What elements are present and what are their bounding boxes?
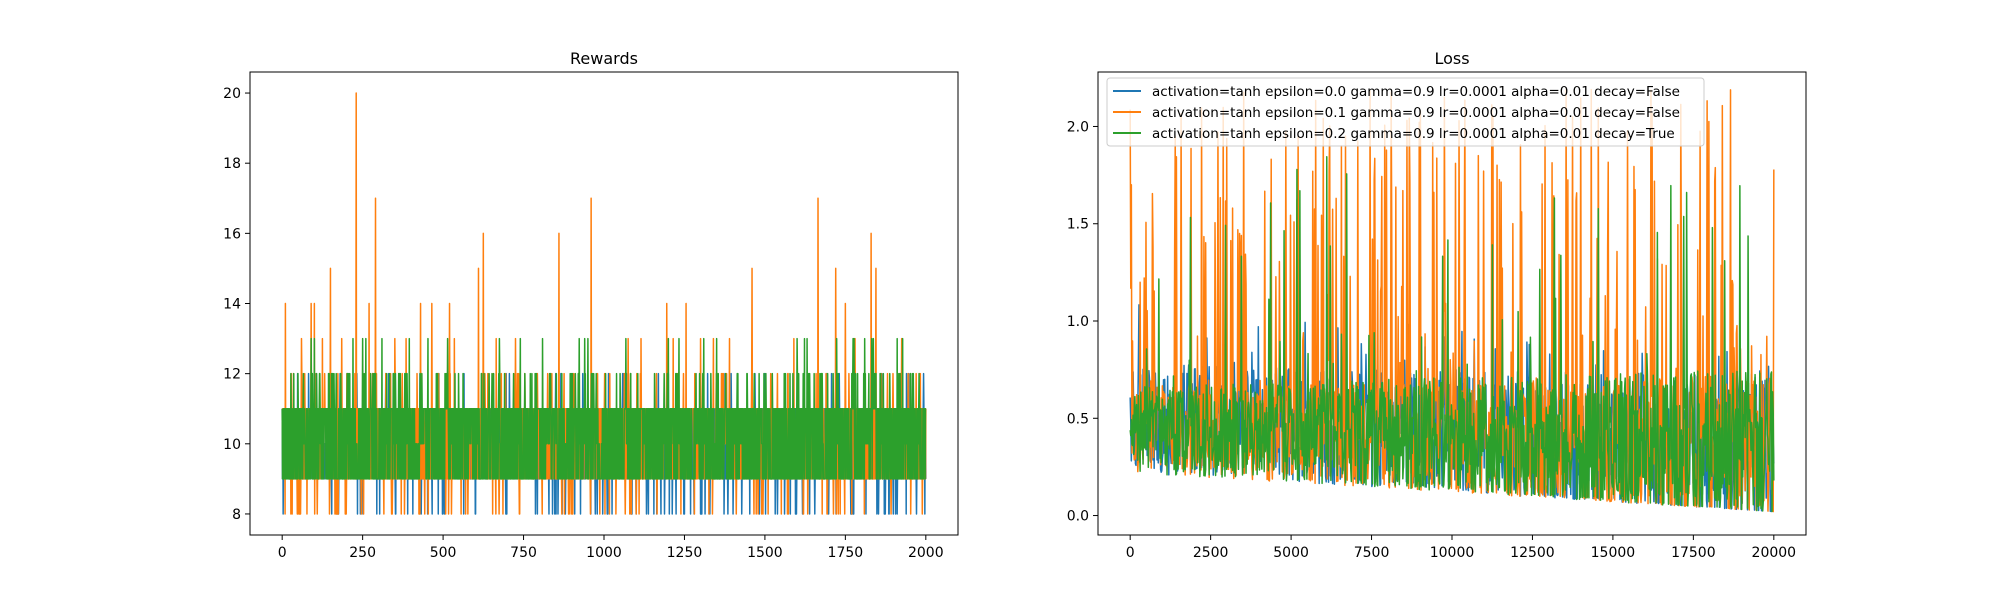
x-tick-label: 0 — [1126, 545, 1135, 561]
y-tick-label: 10 — [223, 437, 241, 453]
loss-title: Loss — [1434, 49, 1469, 68]
loss-series-group — [1129, 88, 1775, 513]
x-tick-label: 12500 — [1510, 545, 1555, 561]
x-tick-label: 20000 — [1752, 545, 1797, 561]
y-tick-label: 8 — [232, 507, 241, 523]
y-tick-label: 12 — [223, 367, 241, 383]
legend-label-series-2: activation=tanh epsilon=0.2 gamma=0.9 lr… — [1152, 126, 1675, 142]
x-tick-label: 0 — [278, 545, 287, 561]
rewards-series-2-line — [281, 337, 927, 480]
y-tick-label: 16 — [223, 226, 241, 242]
loss-ticks: 0 2500 5000 7500 10000 12500 15000 17500 20000 0.… — [1067, 119, 1796, 561]
x-tick-label: 7500 — [1354, 545, 1390, 561]
legend-box — [1106, 77, 1705, 147]
x-tick-label: 250 — [349, 545, 376, 561]
y-tick-label: 20 — [223, 86, 241, 102]
legend-label-series-0: activation=tanh epsilon=0.0 gamma=0.9 lr… — [1152, 84, 1680, 100]
y-tick-label: 1.0 — [1067, 314, 1089, 330]
loss-axes: Loss 0 2500 5000 7500 10000 12500 15000 17500 20… — [1067, 49, 1807, 561]
x-tick-label: 500 — [430, 545, 457, 561]
loss-plot-area — [1129, 88, 1775, 513]
y-tick-label: 14 — [223, 297, 241, 313]
y-tick-label: 0.0 — [1067, 509, 1089, 525]
x-tick-label: 1000 — [586, 545, 622, 561]
rewards-ticks: 0 250 500 750 1000 1250 1500 1750 2000 8 10 12 14 16 1… — [223, 86, 943, 561]
y-tick-label: 1.5 — [1067, 217, 1089, 233]
x-tick-label: 1500 — [747, 545, 783, 561]
rewards-series-group — [281, 92, 927, 515]
x-tick-label: 5000 — [1273, 545, 1309, 561]
legend-label-series-1: activation=tanh epsilon=0.1 gamma=0.9 lr… — [1152, 105, 1680, 121]
x-tick-label: 17500 — [1671, 545, 1716, 561]
x-tick-label: 2000 — [908, 545, 944, 561]
y-tick-label: 2.0 — [1067, 119, 1089, 135]
loss-series-2-line — [1129, 155, 1775, 513]
x-tick-label: 1750 — [828, 545, 864, 561]
y-tick-label: 18 — [223, 156, 241, 172]
loss-legend: activation=tanh epsilon=0.0 gamma=0.9 lr… — [1106, 77, 1705, 147]
x-tick-label: 2500 — [1193, 545, 1229, 561]
x-tick-label: 15000 — [1591, 545, 1636, 561]
rewards-title: Rewards — [570, 49, 638, 68]
y-tick-label: 0.5 — [1067, 411, 1089, 427]
rewards-axes: Rewards 0 250 500 750 1000 1250 1500 1750 2000 8 1… — [223, 49, 959, 561]
x-tick-label: 10000 — [1430, 545, 1475, 561]
x-tick-label: 750 — [510, 545, 537, 561]
x-tick-label: 1250 — [667, 545, 703, 561]
rewards-plot-area — [281, 92, 927, 515]
